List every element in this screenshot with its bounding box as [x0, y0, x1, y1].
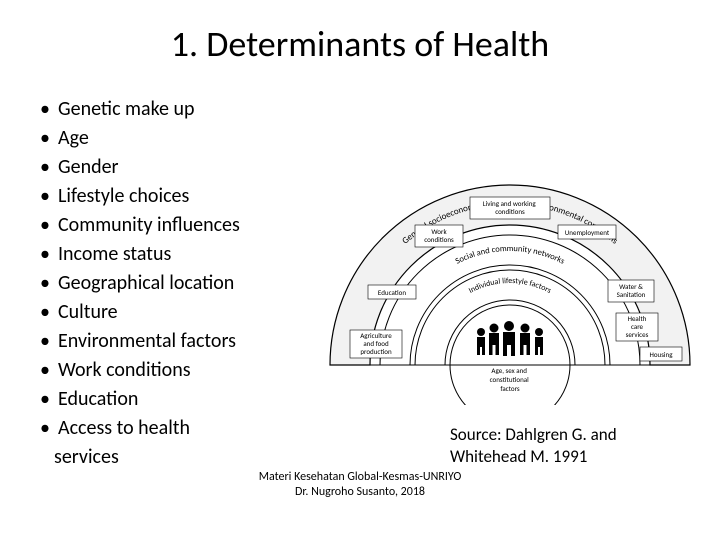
- list-item: Age: [40, 124, 320, 153]
- list-item: Genetic make up: [40, 95, 320, 124]
- box-label: Unemployment: [565, 228, 610, 237]
- slide-title: 1. Determinants of Health: [0, 22, 720, 66]
- slide-footer: Materi Kesehatan Global-Kesmas-UNRIYO Dr…: [0, 470, 720, 500]
- list-item: Gender: [40, 153, 320, 182]
- list-item: Geographical location: [40, 269, 320, 298]
- slide: 1. Determinants of Health Genetic make u…: [0, 0, 720, 540]
- box-label: Housing: [649, 350, 673, 359]
- source-line: Whitehead M. 1991: [450, 446, 700, 468]
- list-item: Lifestyle choices: [40, 182, 320, 211]
- list-item: Environmental factors: [40, 327, 320, 356]
- list-item: Access to health: [40, 414, 320, 443]
- source-citation: Source: Dahlgren G. and Whitehead M. 199…: [450, 424, 700, 468]
- list-item: Income status: [40, 240, 320, 269]
- list-item-continuation: services: [40, 443, 320, 472]
- box-label: Agricultureand foodproduction: [360, 331, 392, 356]
- bullet-list: Genetic make up Age Gender Lifestyle cho…: [40, 95, 320, 472]
- source-line: Source: Dahlgren G. and: [450, 424, 700, 446]
- list-item: Culture: [40, 298, 320, 327]
- footer-line: Dr. Nugroho Susanto, 2018: [0, 485, 720, 500]
- rainbow-diagram: General socioeconomic, cultural and envi…: [320, 95, 700, 405]
- footer-line: Materi Kesehatan Global-Kesmas-UNRIYO: [0, 470, 720, 485]
- list-item: Education: [40, 385, 320, 414]
- box-label: Education: [378, 288, 406, 297]
- box-label: Water &Sanitation: [617, 282, 646, 299]
- list-item: Work conditions: [40, 356, 320, 385]
- list-item: Community influences: [40, 211, 320, 240]
